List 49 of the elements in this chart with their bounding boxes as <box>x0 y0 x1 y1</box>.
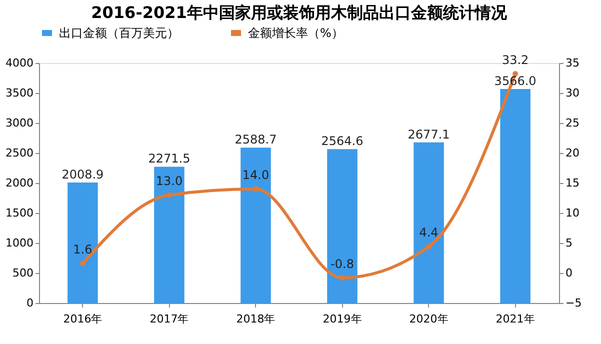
y2-tick-label: 35 <box>566 56 580 70</box>
x-tick-label: 2016年 <box>63 312 102 326</box>
bar <box>154 166 184 303</box>
y2-tick-label: −5 <box>566 296 582 310</box>
bar <box>500 89 530 303</box>
point <box>426 244 432 250</box>
data-label: 2271.5 <box>148 152 190 166</box>
data-label: 4.4 <box>419 226 438 240</box>
y2-tick-label: 0 <box>566 266 572 280</box>
bar <box>414 142 444 303</box>
data-label: -0.8 <box>330 256 354 271</box>
y2-tick-label: 20 <box>566 146 580 160</box>
chart-title: 2016-2021年中国家用或装饰用木制品出口金额统计情况 <box>91 3 508 22</box>
legend-label: 出口金额（百万美元） <box>59 26 179 40</box>
data-label: 33.2 <box>502 52 529 67</box>
y-tick-label: 500 <box>12 266 34 280</box>
y-tick-label: 1500 <box>6 206 34 220</box>
y2-tick-label: 25 <box>566 116 580 130</box>
data-label: 1.6 <box>73 242 92 256</box>
y-tick-label: 3000 <box>6 116 34 130</box>
data-label: 2677.1 <box>408 127 450 142</box>
y2-tick-label: 10 <box>566 206 580 220</box>
bar <box>327 149 358 303</box>
y-tick-label: 4000 <box>6 56 34 70</box>
x-tick-label: 2020年 <box>409 312 448 326</box>
y-tick-label: 2500 <box>6 146 34 160</box>
data-label: 2564.6 <box>321 134 364 148</box>
point <box>80 260 86 266</box>
data-label: 14.0 <box>242 168 270 182</box>
x-tick-label: 2021年 <box>496 312 535 326</box>
point <box>253 186 258 192</box>
y-tick-label: 3500 <box>6 86 34 100</box>
y-tick-label: 0 <box>26 296 34 310</box>
bar <box>240 148 271 303</box>
y-tick-label: 2000 <box>6 176 34 190</box>
x-tick-label: 2019年 <box>322 312 362 326</box>
x-tick-label: 2018年 <box>236 312 276 326</box>
y2-tick-label: 30 <box>566 86 580 100</box>
data-label: 13.0 <box>156 174 183 188</box>
legend-label: 金额增长率（%） <box>248 26 344 40</box>
data-label: 2588.7 <box>234 132 277 147</box>
y2-tick-label: 5 <box>566 236 572 250</box>
x-tick-label: 2017年 <box>150 312 189 326</box>
bar <box>68 182 98 303</box>
y2-tick-label: 15 <box>566 176 580 190</box>
y-tick-label: 1000 <box>6 236 34 250</box>
point <box>340 275 345 281</box>
data-label: 2008.9 <box>62 167 104 182</box>
point <box>166 192 172 198</box>
